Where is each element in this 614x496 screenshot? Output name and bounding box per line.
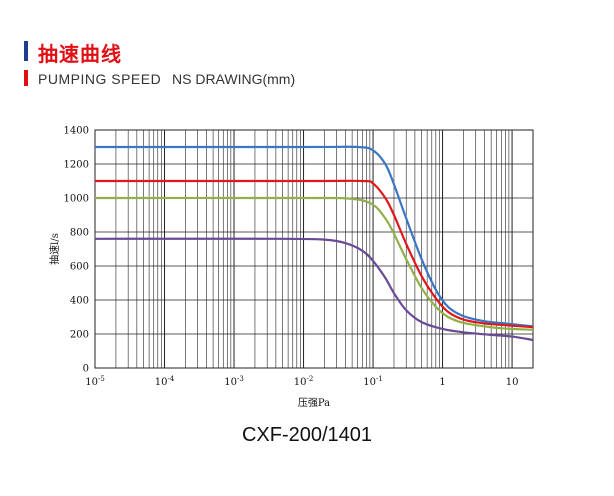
series-line-3 [94, 196, 534, 331]
section-title: 抽速曲线 [38, 42, 122, 66]
x-tick-label: 10-4 [155, 375, 175, 388]
x-axis-label: 压强Pa [298, 397, 330, 409]
y-tick-label: 1200 [64, 160, 89, 171]
x-tick-label: 10-1 [363, 375, 383, 388]
chart-series-group [94, 145, 534, 342]
title-accent-blue-bar [24, 41, 28, 61]
x-tick-label: 1 [439, 377, 445, 388]
y-tick-label: 200 [70, 330, 89, 341]
x-tick-label: 10-2 [294, 375, 314, 388]
section-title-english: PUMPING SPEED [38, 71, 162, 87]
x-tick-label: 10-3 [224, 375, 244, 388]
y-tick-label: 0 [83, 364, 89, 375]
series-line-1 [95, 145, 534, 328]
y-tick-labels: 0 200 400 600 800 1000 1200 1400 [64, 126, 89, 375]
y-tick-label: 1400 [64, 126, 89, 137]
section-header: 抽速曲线 PUMPING SPEED NS DRAWING(mm) [0, 0, 614, 100]
y-tick-label: 1000 [64, 194, 89, 205]
title-accent-red-bar [24, 70, 28, 86]
section-subtitle: NS DRAWING(mm) [172, 71, 296, 87]
y-tick-label: 800 [70, 228, 89, 239]
series-line-4 [94, 237, 534, 342]
plot-frame [94, 129, 534, 369]
y-axis-label: 抽速l/s [48, 233, 61, 265]
x-tick-label: 10 [506, 377, 519, 388]
y-tick-label: 400 [70, 296, 89, 307]
x-tick-label: 10-5 [85, 375, 105, 388]
model-caption: CXF-200/1401 [241, 424, 373, 446]
series-line-2 [95, 179, 534, 329]
y-tick-label: 600 [70, 262, 89, 273]
x-tick-labels: 10-5 10-4 10-3 10-2 10-1 1 10 [85, 375, 518, 388]
